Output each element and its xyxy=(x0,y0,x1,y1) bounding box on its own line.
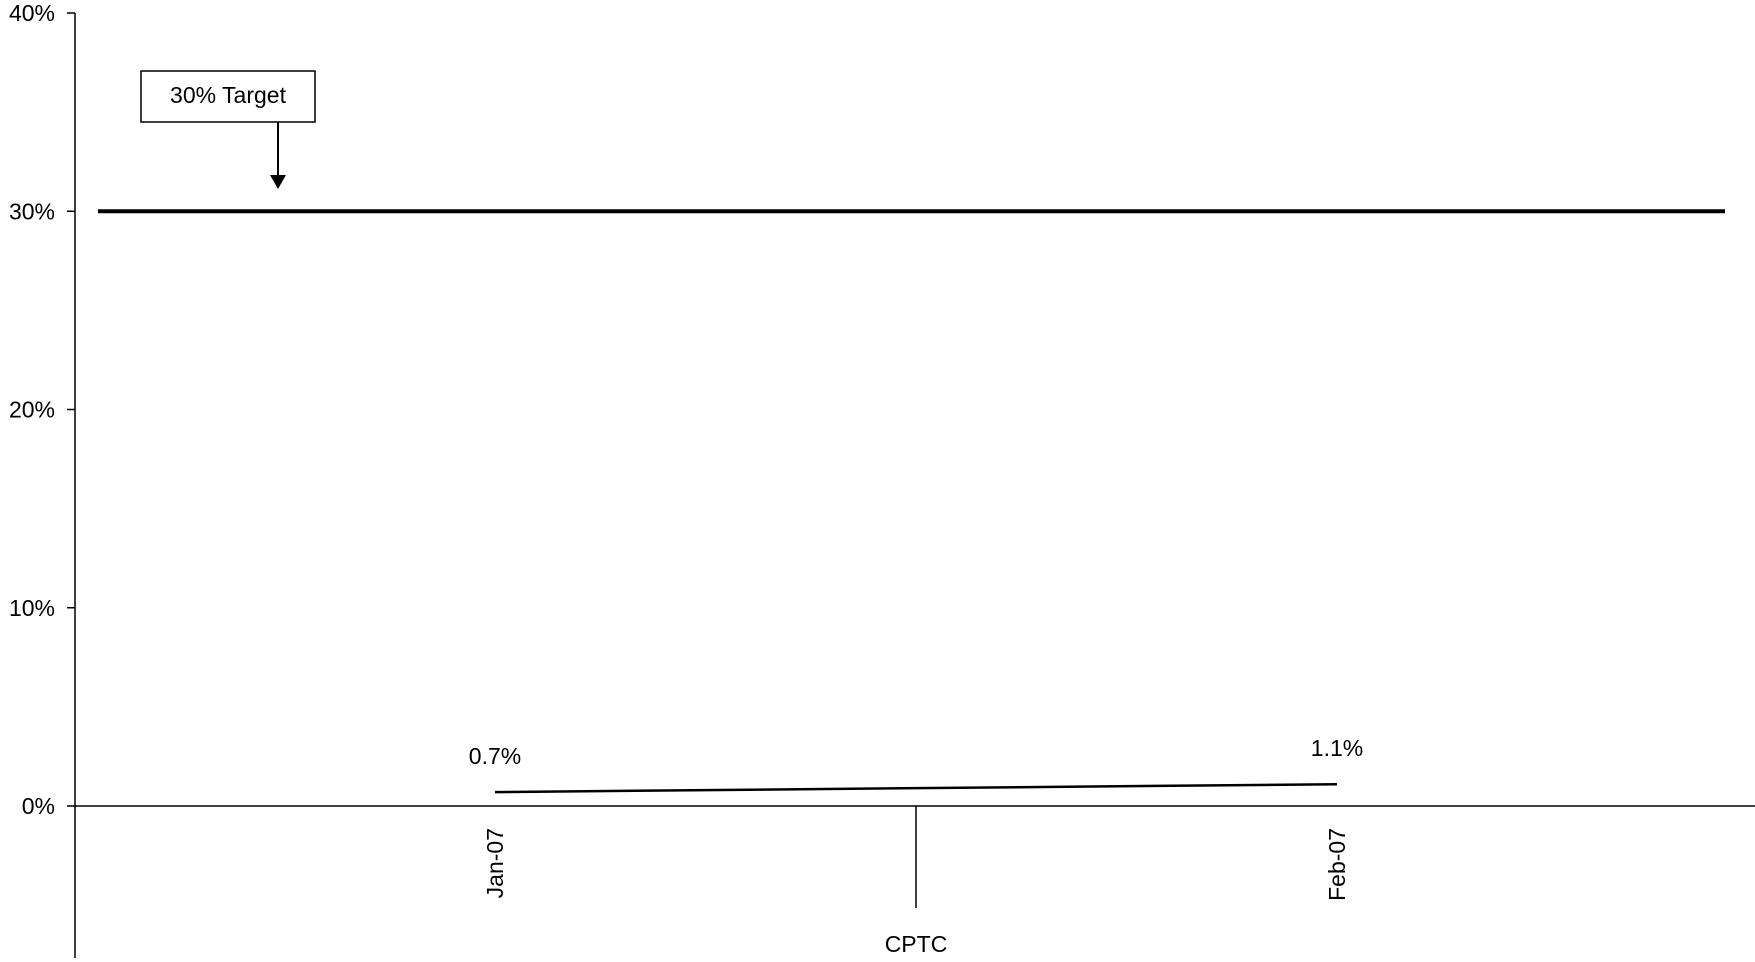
data-label: 1.1% xyxy=(1311,735,1363,761)
series-group xyxy=(494,782,1338,794)
x-tick-label: Jan-07 xyxy=(482,828,508,898)
y-tick-label: 30% xyxy=(9,198,55,224)
y-axis: 0% 10% 20% 30% 40% xyxy=(9,0,76,958)
x-tick-label: Feb-07 xyxy=(1324,828,1350,901)
data-label: 0.7% xyxy=(469,743,521,769)
target-arrow-head xyxy=(270,175,286,189)
x-group-label: CPTC xyxy=(885,931,948,957)
x-axis: Jan-07 Feb-07 CPTC xyxy=(75,805,1755,957)
target-group: 30% Target xyxy=(98,70,1725,214)
target-annotation-label: 30% Target xyxy=(170,82,287,108)
y-tick-label: 10% xyxy=(9,595,55,621)
y-tick-label: 20% xyxy=(9,397,55,423)
series-line-segment xyxy=(494,782,1338,794)
data-labels-group: 0.7% 1.1% xyxy=(469,735,1363,769)
target-annotation-box xyxy=(140,70,316,123)
y-tick-label: 40% xyxy=(9,0,55,26)
y-tick-label: 0% xyxy=(22,793,55,819)
